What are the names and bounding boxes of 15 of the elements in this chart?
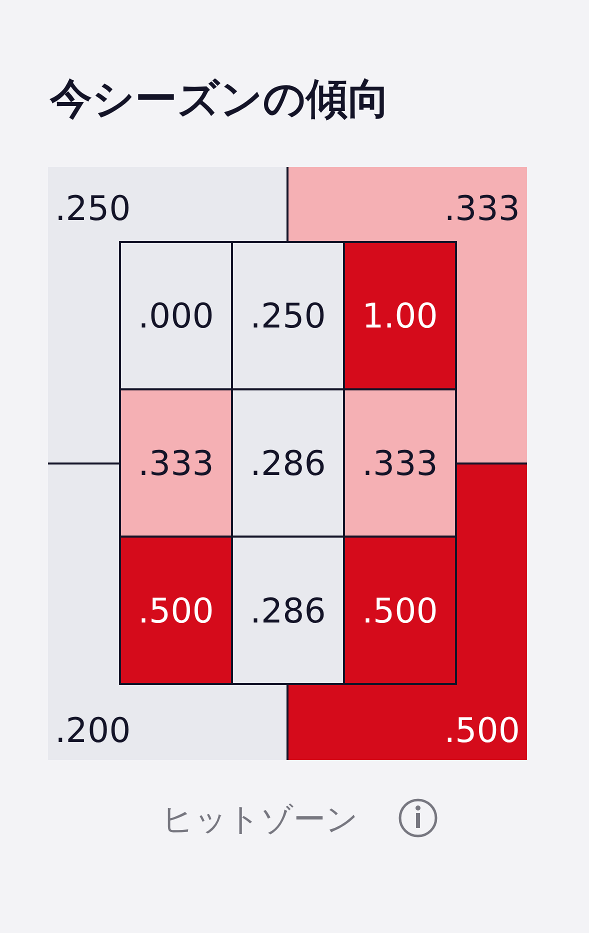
data-label: .500 [444, 711, 520, 751]
chart-title: 今シーズンの傾向 [49, 74, 390, 123]
data-label: .250 [250, 296, 326, 337]
data-label: .333 [138, 444, 214, 484]
text: ヒットゾーン [162, 800, 358, 838]
data-label: 1.00 [362, 296, 438, 337]
data-label: .250 [55, 189, 131, 229]
data-label: .333 [444, 189, 520, 229]
data-label: .200 [55, 711, 131, 751]
data-label: .000 [138, 296, 214, 337]
data-label: .286 [250, 591, 326, 632]
data-label: .500 [362, 591, 438, 632]
data-label: .333 [362, 444, 438, 484]
data-label: .500 [138, 591, 214, 632]
data-label: .286 [250, 444, 326, 484]
